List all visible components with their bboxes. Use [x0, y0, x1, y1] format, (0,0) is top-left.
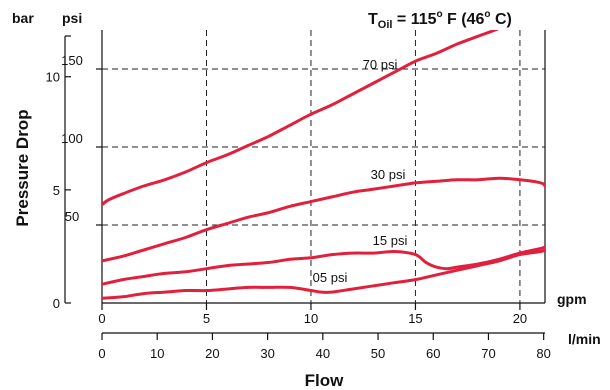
y-tick-label-psi: 50 [65, 209, 79, 224]
series-label-15psi: 15 psi [373, 233, 408, 248]
y-tick-label-bar: 0 [53, 296, 60, 311]
series-line-70psi [102, 30, 500, 207]
y-tick-label-bar: 10 [46, 70, 60, 85]
series-label-30psi: 30 psi [371, 167, 406, 182]
x-unit-gpm: gpm [557, 291, 587, 307]
y-axis-title: Pressure Drop [13, 109, 32, 226]
x-tick-label-lpm: 80 [536, 346, 550, 361]
axis-ticks: 0 5 10 15 20 0 10 20 30 40 50 60 70 80 50 100 150 0 5 10 [46, 53, 551, 361]
series-label-05psi: 05 psi [313, 270, 348, 285]
x-tick-label-lpm: 10 [150, 346, 164, 361]
x-tick-label-gpm: 5 [203, 311, 210, 326]
chart-title: TOil = 115o F (46o C) [368, 9, 512, 31]
x-unit-lpm: l/min [568, 331, 601, 347]
x-tick-label-lpm: 20 [205, 346, 219, 361]
y-unit-psi: psi [62, 10, 82, 26]
series-line-15psi [102, 245, 545, 286]
series-labels: 70 psi 30 psi 15 psi 05 psi [313, 57, 408, 285]
series-label-70psi: 70 psi [363, 57, 398, 72]
x-tick-label-lpm: 60 [426, 346, 440, 361]
y-unit-bar: bar [12, 10, 34, 26]
x-tick-label-lpm: 30 [260, 346, 274, 361]
x-tick-label-lpm: 50 [371, 346, 385, 361]
series-line-30psi [102, 176, 545, 263]
x-axis-title: Flow [305, 371, 344, 390]
series-lines [102, 30, 545, 300]
y-tick-label-psi: 150 [61, 53, 83, 68]
x-tick-label-gpm: 15 [408, 311, 422, 326]
x-tick-label-lpm: 70 [481, 346, 495, 361]
x-tick-label-gpm: 0 [98, 311, 105, 326]
y-tick-label-bar: 5 [53, 183, 60, 198]
series-line-05psi [102, 248, 545, 300]
y-tick-label-psi: 100 [61, 131, 83, 146]
x-tick-label-lpm: 0 [98, 346, 105, 361]
grid-lines [102, 30, 545, 303]
x-tick-label-lpm: 40 [316, 346, 330, 361]
x-tick-label-gpm: 10 [304, 311, 318, 326]
x-tick-label-gpm: 20 [513, 311, 527, 326]
